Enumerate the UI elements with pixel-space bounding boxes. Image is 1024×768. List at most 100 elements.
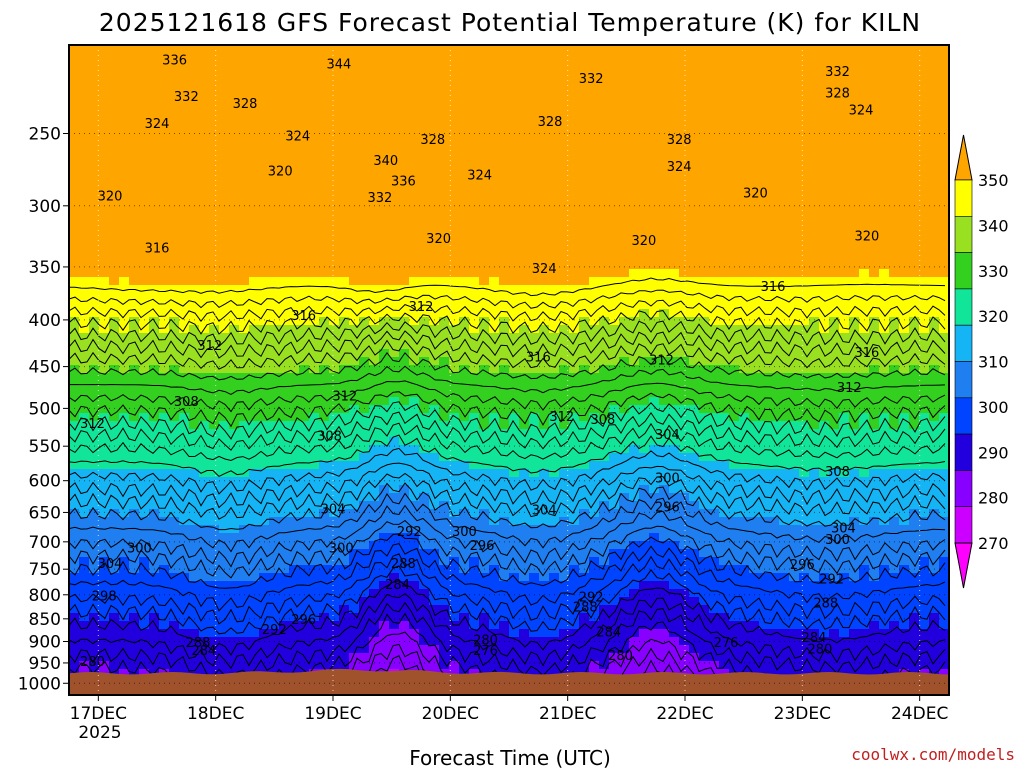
- band-cell: [139, 349, 150, 358]
- band-cell: [189, 221, 200, 230]
- band-cell: [349, 69, 360, 78]
- band-cell: [349, 605, 360, 614]
- band-cell: [219, 581, 230, 590]
- band-cell: [509, 293, 520, 302]
- band-cell: [269, 453, 280, 462]
- band-cell: [649, 405, 660, 414]
- band-cell: [499, 525, 510, 534]
- band-cell: [219, 509, 230, 518]
- band-cell: [339, 197, 350, 206]
- band-cell: [579, 157, 590, 166]
- band-cell: [449, 149, 460, 158]
- band-cell: [459, 285, 470, 294]
- band-cell: [459, 277, 470, 286]
- band-cell: [79, 245, 90, 254]
- band-cell: [439, 53, 450, 62]
- band-cell: [619, 237, 630, 246]
- band-cell: [469, 317, 480, 326]
- band-cell: [579, 301, 590, 310]
- band-cell: [639, 317, 650, 326]
- band-cell: [489, 237, 500, 246]
- band-cell: [579, 589, 590, 598]
- band-cell: [469, 229, 480, 238]
- band-cell: [549, 501, 560, 510]
- band-cell: [159, 301, 170, 310]
- band-cell: [569, 645, 580, 654]
- band-cell: [169, 221, 180, 230]
- band-cell: [619, 141, 630, 150]
- band-cell: [489, 493, 500, 502]
- band-cell: [669, 117, 680, 126]
- band-cell: [379, 453, 390, 462]
- band-cell: [609, 229, 620, 238]
- band-cell: [619, 101, 630, 110]
- band-cell: [539, 413, 550, 422]
- band-cell: [389, 437, 400, 446]
- band-cell: [109, 213, 120, 222]
- band-cell: [629, 165, 640, 174]
- band-cell: [349, 613, 360, 622]
- band-cell: [359, 293, 370, 302]
- band-cell: [89, 517, 100, 526]
- band-cell: [579, 429, 590, 438]
- band-cell: [89, 245, 100, 254]
- band-cell: [109, 149, 120, 158]
- band-cell: [609, 317, 620, 326]
- band-cell: [319, 645, 330, 654]
- band-cell: [379, 213, 390, 222]
- band-cell: [299, 533, 310, 542]
- band-cell: [89, 581, 100, 590]
- band-cell: [229, 197, 240, 206]
- band-cell: [339, 125, 350, 134]
- band-cell: [189, 125, 200, 134]
- band-cell: [669, 285, 680, 294]
- band-cell: [519, 661, 530, 670]
- band-cell: [509, 109, 520, 118]
- band-cell: [159, 285, 170, 294]
- band-cell: [219, 517, 230, 526]
- band-cell: [279, 181, 290, 190]
- band-cell: [319, 405, 330, 414]
- band-cell: [159, 605, 170, 614]
- band-cell: [509, 277, 520, 286]
- band-cell: [89, 101, 100, 110]
- band-cell: [229, 245, 240, 254]
- band-cell: [259, 429, 270, 438]
- band-cell: [589, 317, 600, 326]
- band-cell: [99, 277, 110, 286]
- band-cell: [159, 653, 170, 662]
- band-cell: [559, 613, 570, 622]
- band-cell: [449, 245, 460, 254]
- band-cell: [259, 421, 270, 430]
- band-cell: [529, 69, 540, 78]
- band-cell: [159, 117, 170, 126]
- band-cell: [529, 61, 540, 70]
- band-cell: [369, 213, 380, 222]
- band-cell: [99, 621, 110, 630]
- band-cell: [309, 173, 320, 182]
- band-cell: [219, 605, 230, 614]
- band-cell: [439, 125, 450, 134]
- band-cell: [69, 45, 80, 54]
- band-cell: [119, 61, 130, 70]
- band-cell: [629, 413, 640, 422]
- band-cell: [69, 429, 80, 438]
- band-cell: [109, 245, 120, 254]
- band-cell: [409, 69, 420, 78]
- band-cell: [469, 61, 480, 70]
- band-cell: [619, 285, 630, 294]
- band-cell: [429, 53, 440, 62]
- band-cell: [189, 85, 200, 94]
- band-cell: [549, 221, 560, 230]
- band-cell: [299, 61, 310, 70]
- band-cell: [199, 629, 210, 638]
- band-cell: [559, 437, 570, 446]
- band-cell: [349, 405, 360, 414]
- band-cell: [109, 549, 120, 558]
- band-cell: [199, 125, 210, 134]
- band-cell: [249, 629, 260, 638]
- band-cell: [219, 501, 230, 510]
- band-cell: [99, 125, 110, 134]
- band-cell: [609, 573, 620, 582]
- band-cell: [259, 85, 270, 94]
